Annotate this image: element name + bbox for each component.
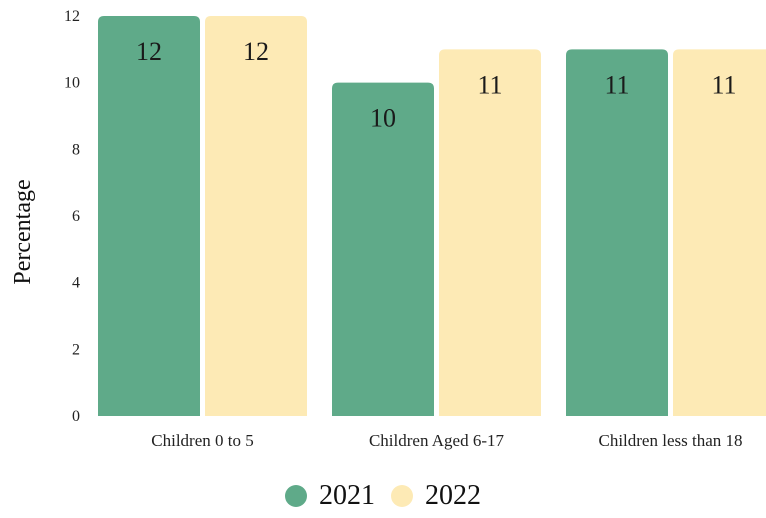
y-axis-ticks: 0 2 4 6 8 10 12 [64,8,80,425]
y-tick-label: 12 [64,8,80,25]
y-tick-label: 10 [64,75,80,92]
data-labels: 12 10 11 12 11 11 [136,37,737,133]
y-tick-label: 2 [72,341,80,358]
data-label: 11 [711,70,736,99]
data-label: 11 [604,70,629,99]
bar-2021-1 [332,82,434,417]
legend-item-2021: 2021 [285,480,375,512]
bars [98,16,766,417]
bar-2021-2 [566,49,668,416]
bar-2021-0 [98,16,200,416]
bar-2022-1 [439,49,541,416]
data-label: 11 [477,70,502,99]
legend-label: 2022 [425,480,481,511]
data-label: 12 [243,37,269,66]
legend-swatch [391,485,413,507]
y-tick-label: 8 [72,141,80,158]
y-tick-label: 0 [72,408,80,425]
legend-label: 2021 [319,480,375,511]
y-tick-label: 4 [72,275,80,292]
legend-swatch [285,485,307,507]
y-axis-label: Percentage [10,179,36,284]
legend: 2021 2022 [0,474,766,518]
bar-2022-2 [673,49,766,416]
data-label: 12 [136,37,162,66]
bar-chart: Percentage 0 2 4 6 8 10 12 12 10 11 12 11 11 Childr… [10,8,766,450]
x-tick-label: Children 0 to 5 [151,431,253,450]
legend-item-2022: 2022 [391,480,481,512]
x-tick-label: Children Aged 6-17 [369,431,505,450]
y-tick-label: 6 [72,208,80,225]
bar-2022-0 [205,16,307,416]
x-tick-label: Children less than 18 [598,431,742,450]
x-axis-ticks: Children 0 to 5 Children Aged 6-17 Childre… [151,431,742,450]
data-label: 10 [370,104,396,133]
